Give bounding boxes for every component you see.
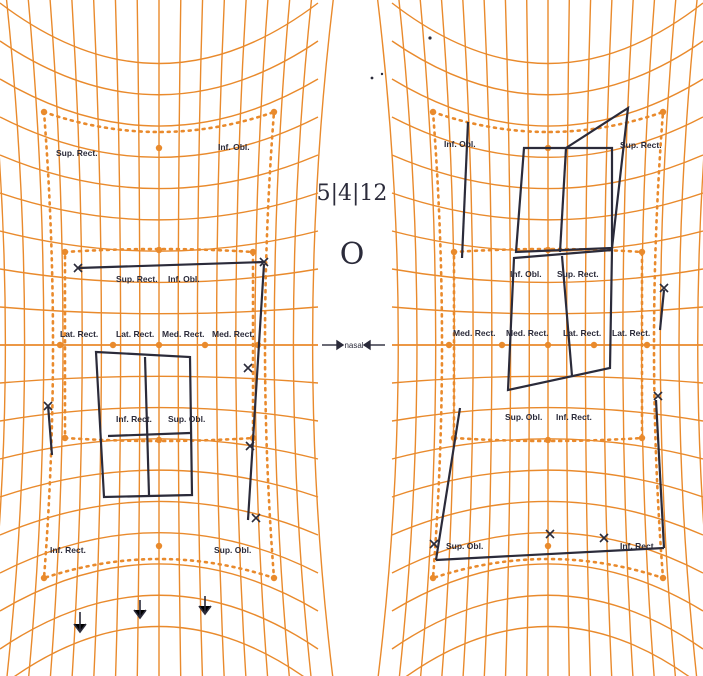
nasal-label: nasal (344, 341, 363, 350)
grid-vertical-line (254, 0, 269, 676)
grid-vertical-line (0, 157, 7, 527)
grid-vertical-line (376, 0, 399, 676)
grid-vertical-line (5, 0, 26, 676)
label-r-lat-rect-inner: Lat. Rect. (563, 328, 601, 338)
grid-vertical-line (114, 0, 122, 676)
label-sup-obl-inner: Sup. Obl. (168, 414, 205, 424)
grid-vertical-line (177, 0, 182, 676)
label-inf-rect-inner: Inf. Rect. (116, 414, 152, 424)
label-r-sup-obl-bottom: Sup. Obl. (446, 541, 483, 551)
grid-vertical-line (483, 0, 493, 676)
grid-vertical-line (215, 0, 226, 676)
field-guide-dot (659, 108, 667, 116)
label-r-inf-obl-inner: Inf. Obl. (510, 269, 542, 279)
grid-vertical-line (526, 0, 530, 676)
field-guide-dot (155, 542, 163, 550)
label-sup-rect-top: Sup. Rect. (56, 148, 98, 158)
grid-vertical-line (71, 0, 83, 676)
label-r-inf-rect-bottom: Inf. Rect. (620, 541, 656, 551)
label-r-lat-rect-outer: Lat. Rect. (612, 328, 650, 338)
field-guide-dot (40, 108, 48, 116)
field-guide-dot (270, 108, 278, 116)
field-guide-dot (155, 144, 163, 152)
field-guide-dot (155, 246, 163, 254)
label-r-sup-rect-top: Sup. Rect. (620, 140, 662, 150)
label-inf-obl-top: Inf. Obl. (218, 142, 250, 152)
field-guide-dot (40, 574, 48, 582)
grid-vertical-line (603, 0, 613, 676)
field-guide-dot (638, 248, 646, 256)
label-sup-obl-bottom: Sup. Obl. (214, 545, 251, 555)
grid-vertical-line (235, 0, 247, 676)
field-guide-dot (498, 341, 506, 349)
label-r-med-rect-outer: Med. Rect. (453, 328, 496, 338)
grid-vertical-line (640, 0, 656, 676)
grid-vertical-line (584, 0, 592, 676)
label-r-inf-obl-top: Inf. Obl. (444, 139, 476, 149)
grid-vertical-line (292, 0, 313, 676)
field-guide-dot (61, 434, 69, 442)
left-plotted-field (46, 260, 266, 521)
handwritten-date: 5|4|12 (317, 181, 388, 206)
grid-vertical-line (49, 0, 64, 676)
grid-vertical-line (678, 0, 698, 676)
center-annotations: nasal 5|4|12 O (317, 36, 432, 351)
field-guide-dot (270, 574, 278, 582)
grid-vertical-line (697, 159, 703, 525)
label-inf-obl-inner: Inf. Obl. (168, 274, 200, 284)
grid-vertical-line (196, 0, 204, 676)
label-r-sup-rect-inner: Sup. Rect. (557, 269, 599, 279)
grid-vertical-line (311, 0, 334, 676)
field-guide-dot (590, 341, 598, 349)
stray-dots (370, 36, 432, 80)
grid-vertical-line (419, 0, 437, 676)
field-guide-dot (643, 341, 651, 349)
right-plotted-field (434, 105, 666, 562)
grid-vertical-line (659, 0, 677, 676)
field-guide-dot (61, 248, 69, 256)
label-r-sup-obl-inner: Sup. Obl. (505, 412, 542, 422)
field-guide-dot (544, 542, 552, 550)
label-lat-rect-inner: Lat. Rect. (116, 329, 154, 339)
label-med-rect-inner: Med. Rect. (162, 329, 205, 339)
field-guide-dot (155, 341, 163, 349)
field-guide-dot (109, 341, 117, 349)
field-guide-dot (429, 108, 437, 116)
grid-vertical-line (27, 0, 45, 676)
eye-marker-circle: O (340, 237, 365, 272)
grid-vertical-line (398, 0, 418, 676)
field-guide-dot (249, 248, 257, 256)
grid-vertical-line (462, 0, 474, 676)
label-r-inf-rect-inner: Inf. Rect. (556, 412, 592, 422)
label-r-med-rect-inner: Med. Rect. (506, 328, 549, 338)
field-guide-dot (450, 248, 458, 256)
field-guide-dot (544, 341, 552, 349)
grid-vertical-line (136, 0, 141, 676)
field-guide-dot (445, 341, 453, 349)
right-eye-chart: Inf. Obl. Sup. Rect. Inf. Obl. Sup. Rect… (376, 0, 703, 676)
label-sup-rect-inner: Sup. Rect. (116, 274, 158, 284)
label-inf-rect-bottom: Inf. Rect. (50, 545, 86, 555)
field-guide-dot (56, 341, 64, 349)
grid-vertical-line (273, 0, 291, 676)
grid-vertical-line (92, 0, 103, 676)
label-lat-rect-outer: Lat. Rect. (60, 329, 98, 339)
left-plot-markers (43, 257, 269, 634)
field-guide-dot (659, 574, 667, 582)
grid-vertical-line (566, 0, 570, 676)
field-guide-dot (155, 436, 163, 444)
field-guide-dot (638, 434, 646, 442)
label-med-rect-outer: Med. Rect. (212, 329, 255, 339)
field-guide-dot (429, 574, 437, 582)
field-guide-dot (201, 341, 209, 349)
field-guide-dot (544, 436, 552, 444)
left-eye-chart: Sup. Rect. Inf. Obl. Sup. Rect. Inf. Obl… (0, 0, 334, 676)
grid-vertical-line (622, 0, 634, 676)
nasal-arrows (322, 339, 385, 351)
right-plot-markers (429, 283, 669, 549)
